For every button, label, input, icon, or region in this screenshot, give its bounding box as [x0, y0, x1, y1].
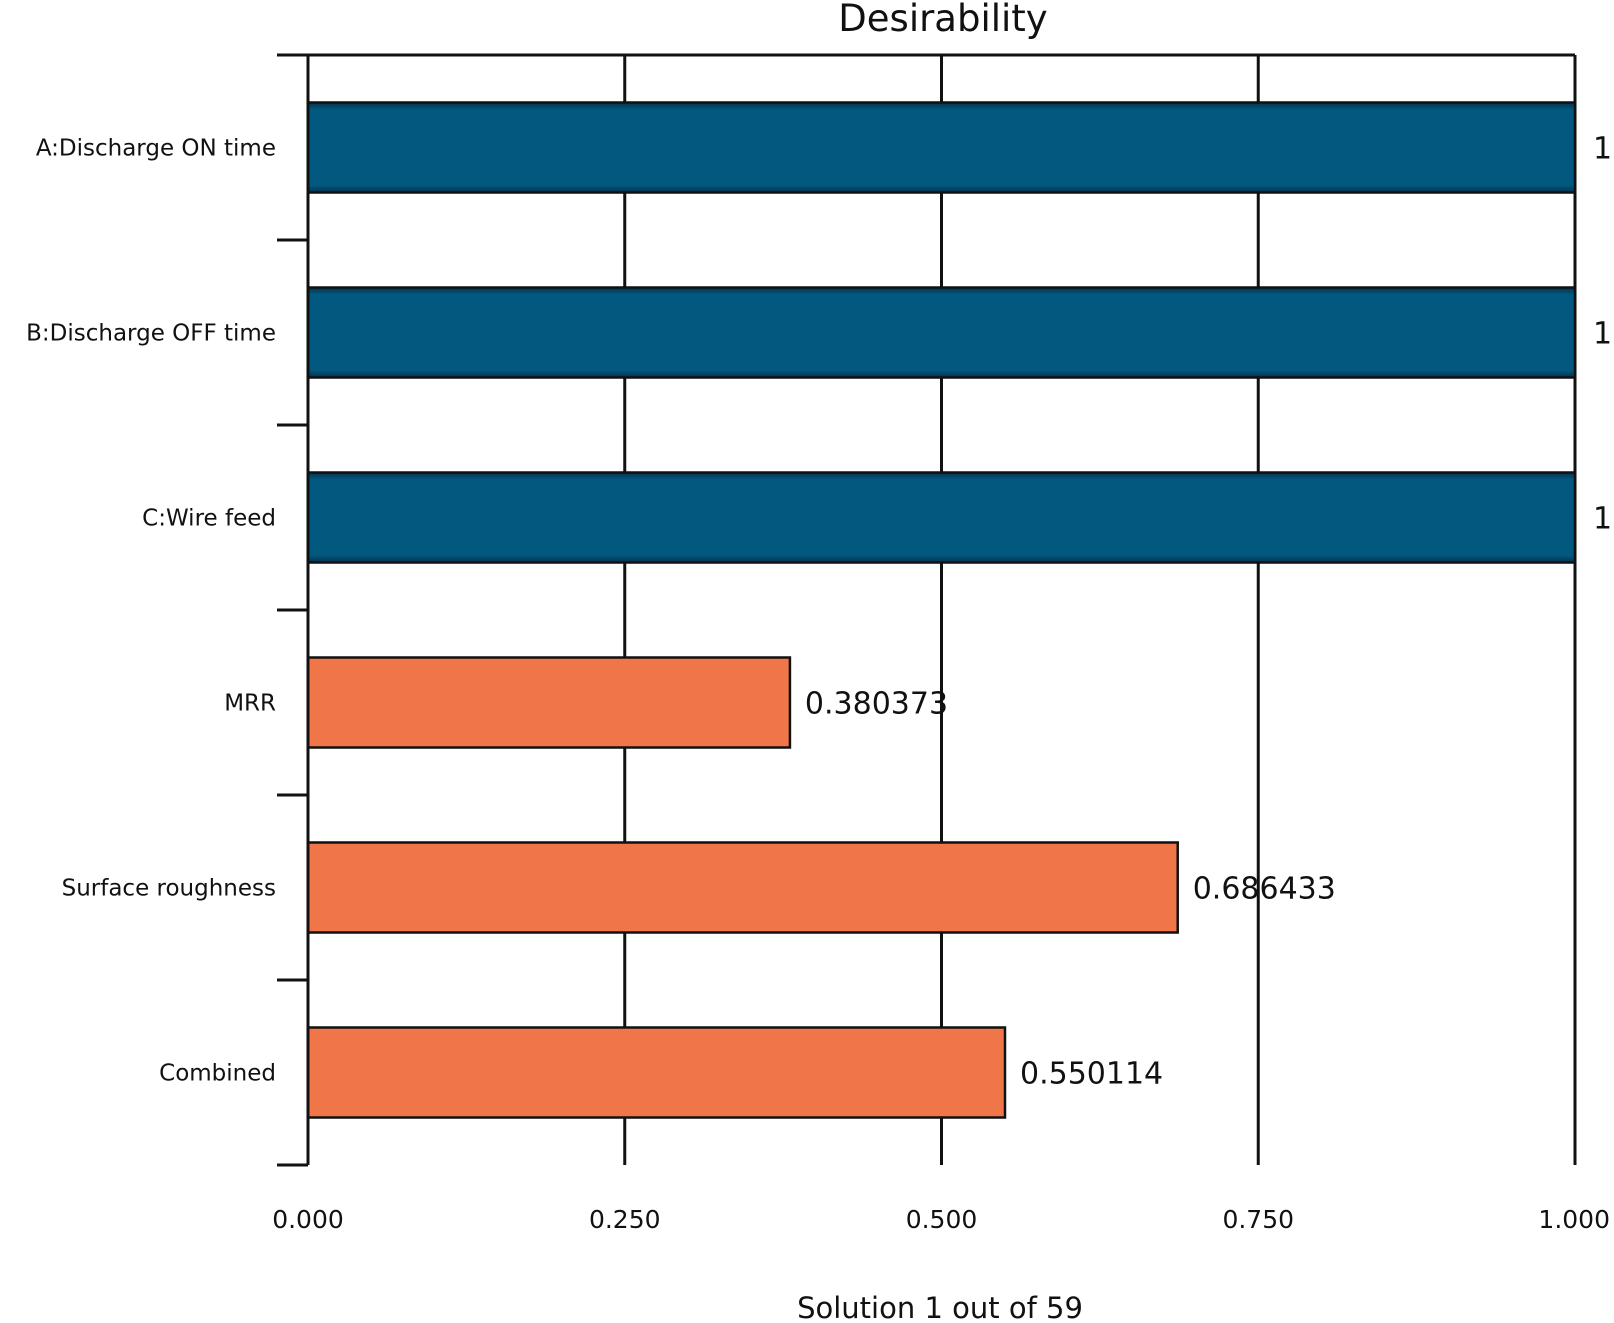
x-tick-label-2: 0.250 [589, 1205, 661, 1234]
category-label-1: A:Discharge ON time [36, 136, 276, 162]
axes [277, 53, 1575, 1167]
value-label-6: 0.550114 [1020, 1057, 1163, 1092]
category-label-6: Combined [159, 1061, 276, 1087]
labels: A:Discharge ON time B:Discharge OFF time C… [26, 132, 1612, 1235]
value-label-4: 0.380373 [805, 687, 948, 722]
category-label-2: B:Discharge OFF time [26, 321, 276, 347]
bar-1 [306, 101, 1577, 194]
value-label-1: 1 [1593, 132, 1612, 167]
value-label-5: 0.686433 [1193, 872, 1336, 907]
x-tick-label-3: 0.500 [906, 1205, 978, 1234]
bar-5 [306, 841, 1179, 934]
x-tick-label-5: 1.000 [1538, 1205, 1610, 1234]
category-label-3: C:Wire feed [142, 506, 276, 532]
chart-title: Desirability [838, 0, 1047, 40]
value-label-3: 1 [1593, 502, 1612, 537]
bar-4 [306, 656, 792, 749]
solution-footer: Solution 1 out of 59 [797, 1291, 1083, 1323]
x-tick-label-4: 0.750 [1222, 1205, 1294, 1234]
bar-3 [306, 471, 1577, 564]
category-label-4: MRR [224, 691, 276, 717]
x-tick-label-1: 0.000 [272, 1205, 344, 1234]
category-label-5: Surface roughness [62, 876, 276, 902]
grid-lines [623, 55, 1577, 1165]
value-label-2: 1 [1593, 317, 1612, 352]
bar-6 [306, 1026, 1007, 1119]
bar-2 [306, 286, 1577, 379]
bars [306, 101, 1577, 1119]
